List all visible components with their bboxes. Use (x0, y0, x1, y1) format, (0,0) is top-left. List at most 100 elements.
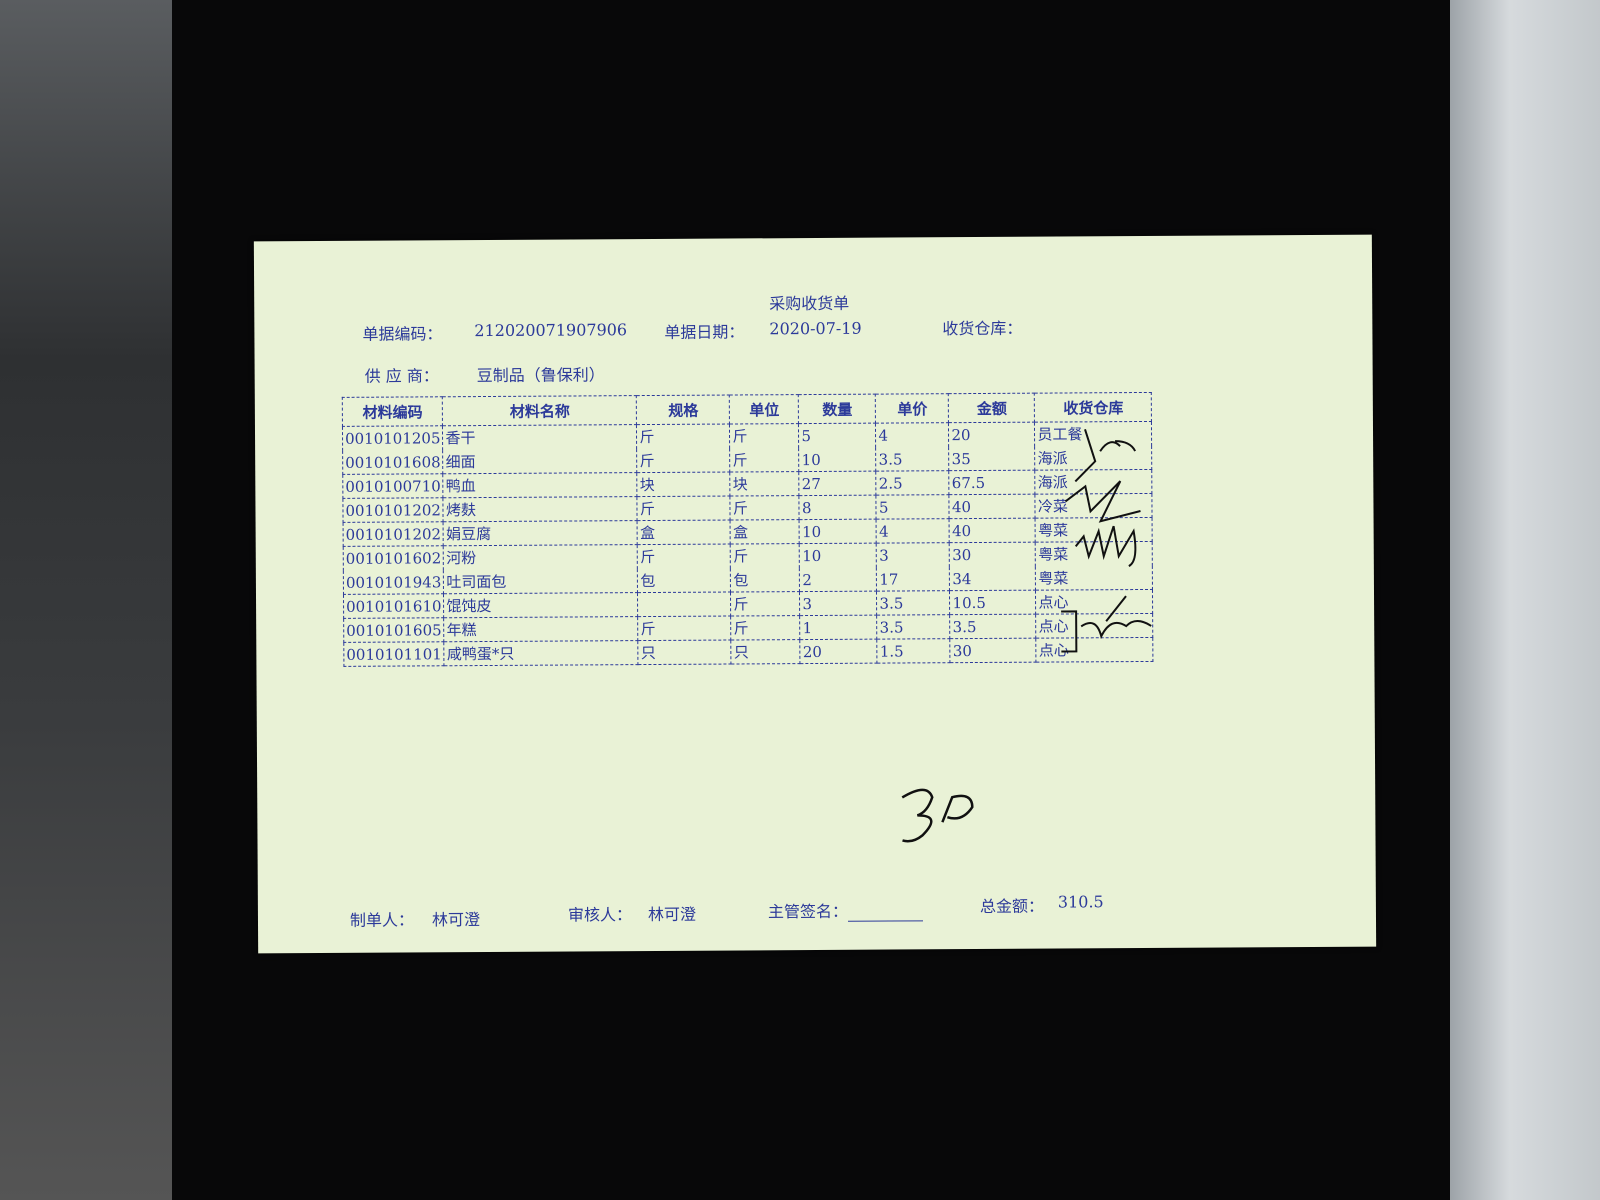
col-header: 收货仓库 (1034, 392, 1152, 423)
table-cell: 34 (949, 566, 1036, 591)
maker: 林可澄 (431, 910, 481, 930)
table-cell: 1 (800, 615, 878, 640)
table-cell: 包 (637, 568, 731, 593)
table-cell: 2.5 (876, 470, 950, 496)
table-cell: 10 (799, 543, 877, 568)
table-cell: 0010101101 (343, 641, 445, 667)
reviewer-label: 审核人： (567, 905, 633, 925)
table-cell: 20 (948, 422, 1036, 447)
table-cell: 斤 (730, 495, 800, 521)
table-cell: 5 (798, 423, 877, 448)
table-cell: 只 (731, 639, 801, 665)
table-cell: 40 (949, 518, 1036, 543)
date: 2020-07-19 (769, 318, 862, 339)
total-amount: 310.5 (1057, 892, 1104, 912)
table-cell: 只 (638, 640, 732, 665)
table-cell: 4 (876, 518, 950, 544)
table-cell: 0010101610 (343, 593, 445, 619)
col-header: 材料名称 (442, 395, 637, 426)
table-cell: 盒 (730, 519, 800, 545)
table-cell: 块 (637, 472, 731, 497)
table-cell: 斤 (637, 448, 731, 473)
table-cell: 0010101202 (342, 497, 444, 523)
table-cell: 0010101602 (343, 545, 444, 571)
table-cell: 年糕 (444, 616, 639, 642)
handwritten-signatures (1061, 429, 1152, 653)
table-cell: 烤麸 (443, 496, 638, 522)
signature-line (847, 906, 924, 922)
table-cell: 鸭血 (443, 472, 638, 498)
table-cell: 0010101202 (343, 521, 444, 547)
supplier: 豆制品（鲁保利） (476, 365, 605, 386)
table-cell: 3.5 (877, 614, 951, 640)
table-cell: 斤 (730, 591, 801, 617)
table-cell: 盒 (637, 520, 731, 545)
background-right (1450, 0, 1600, 1200)
table-cell: 0010101205 (342, 425, 444, 451)
table-cell: 斤 (729, 423, 800, 449)
table-cell: 1.5 (877, 638, 951, 664)
table-cell: 斤 (730, 543, 800, 569)
supervisor-label-text: 主管签名： (767, 901, 849, 922)
maker-label: 制单人： (349, 910, 415, 930)
table-cell: 2 (799, 567, 877, 592)
table-cell: 40 (949, 494, 1036, 519)
table-cell: 斤 (730, 447, 800, 473)
col-header: 规格 (636, 395, 730, 425)
table-cell: 河粉 (443, 544, 638, 570)
table-cell: 67.5 (949, 470, 1036, 495)
col-header: 材料编码 (342, 396, 443, 427)
table-cell: 0010101608 (342, 449, 444, 475)
table-cell: 17 (876, 566, 950, 592)
col-header: 单价 (875, 393, 949, 424)
supplier-label: 供 应 商： (364, 366, 439, 386)
table-cell: 斤 (637, 544, 731, 569)
document-title: 采购收货单 (769, 293, 850, 314)
table-cell: 4 (875, 422, 950, 448)
warehouse-label: 收货仓库： (942, 318, 1023, 339)
table-cell: 0010101943 (343, 569, 444, 595)
reviewer: 林可澄 (647, 904, 697, 925)
table-cell: 10 (799, 447, 877, 472)
table-cell (637, 592, 732, 617)
background-left (0, 0, 172, 1200)
doc-no: 212020071907906 (474, 320, 628, 341)
items-table: 材料编码 材料名称 规格 单位 数量 单价 金额 收货仓库 0010101205… (342, 392, 1154, 667)
table-cell: 35 (949, 446, 1036, 471)
table-cell: 斤 (637, 496, 731, 521)
table-cell: 30 (950, 638, 1037, 663)
col-header: 单位 (729, 394, 799, 425)
table-cell: 0010100710 (342, 473, 444, 499)
table-cell: 30 (949, 542, 1036, 567)
col-header: 数量 (798, 394, 876, 424)
total-label: 总金额： (979, 896, 1044, 916)
table-cell: 斤 (636, 424, 731, 449)
table-cell: 3.5 (876, 446, 950, 472)
receipt-paper: 采购收货单 单据编码： 212020071907906 单据日期： 2020-0… (253, 234, 1377, 954)
table-cell: 27 (799, 471, 877, 496)
supervisor-label: 主管签名： (767, 897, 924, 922)
table-cell: 吐司面包 (443, 568, 638, 594)
table-row: 0010101101 咸鸭蛋*只只只 20 1.5 30 点心 (343, 637, 1154, 667)
table-cell: 3 (799, 591, 878, 616)
table-cell: 包 (730, 567, 800, 593)
table-cell: 10.5 (949, 590, 1037, 615)
table-cell: 馄饨皮 (443, 592, 639, 618)
table-cell: 20 (800, 639, 878, 664)
table-cell: 块 (730, 471, 800, 497)
table-cell: 3.5 (876, 590, 951, 616)
table-cell: 5 (876, 494, 950, 520)
doc-no-label: 单据编码： (362, 324, 443, 344)
table-cell: 细面 (443, 448, 638, 474)
table-cell: 香干 (442, 424, 638, 450)
table-cell: 10 (799, 519, 877, 544)
table-cell: 0010101605 (343, 617, 445, 643)
table-cell: 3 (876, 542, 950, 568)
table-cell: 娟豆腐 (443, 520, 638, 546)
col-header: 金额 (948, 393, 1035, 423)
table-cell: 斤 (638, 616, 732, 641)
date-label: 单据日期： (664, 322, 745, 342)
table-cell: 斤 (731, 615, 801, 641)
table-cell: 3.5 (950, 614, 1037, 639)
handwritten-number (901, 788, 974, 843)
